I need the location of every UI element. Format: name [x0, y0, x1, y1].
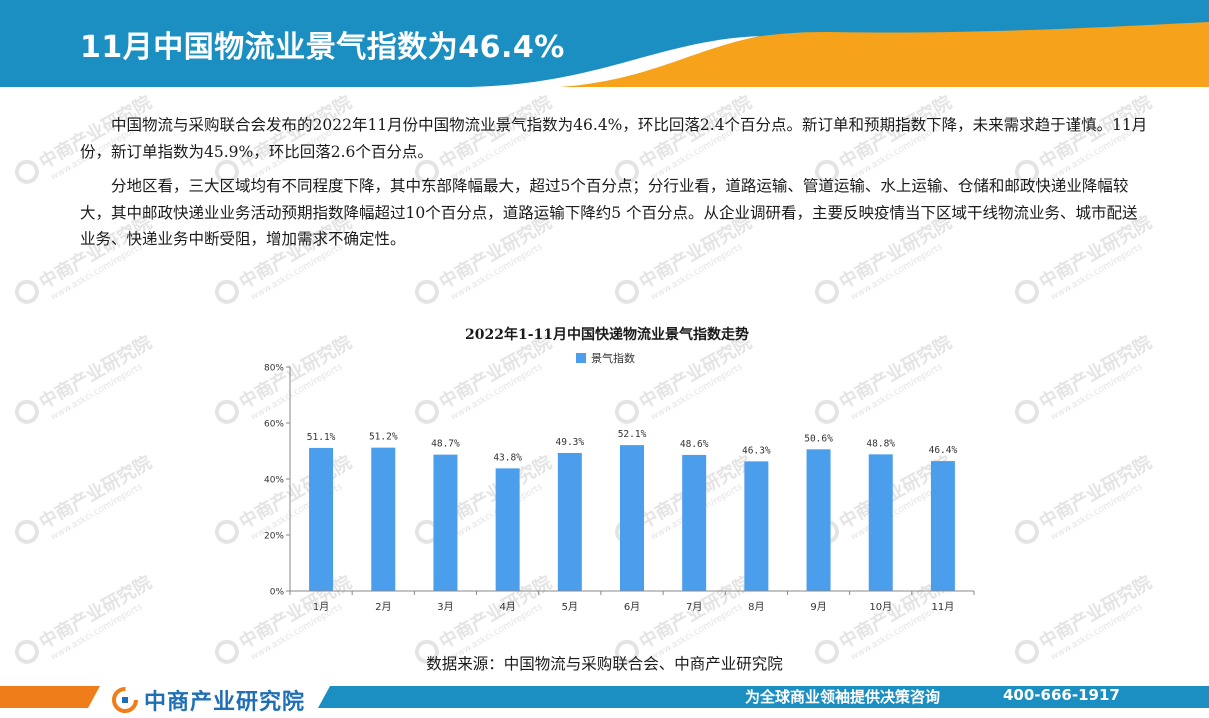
data-label: 46.4% — [929, 445, 958, 456]
bar — [495, 468, 520, 591]
bar — [309, 447, 334, 591]
data-label: 51.1% — [307, 432, 336, 443]
bar — [806, 449, 831, 591]
x-tick-label: 1月 — [313, 601, 329, 613]
legend-swatch — [576, 353, 586, 363]
svg-text:www.askci.com/reports: www.askci.com/reports — [49, 362, 145, 423]
header-banner: 11月中国物流业景气指数为46.4% — [0, 0, 1209, 87]
page-title: 11月中国物流业景气指数为46.4% — [80, 30, 565, 65]
y-tick-label: 40% — [264, 476, 284, 486]
y-tick-label: 20% — [264, 532, 284, 542]
svg-text:www.askci.com/reports: www.askci.com/reports — [1049, 482, 1145, 543]
y-axis: 0% 20% 40% 60% 80% — [264, 364, 291, 598]
x-tick-label: 11月 — [932, 601, 955, 613]
svg-text:中商产业研究院: 中商产业研究院 — [1035, 331, 1155, 413]
data-label: 52.1% — [618, 429, 647, 440]
footer-background — [0, 686, 1209, 708]
y-tick-label: 80% — [264, 364, 284, 374]
header-background — [0, 0, 1209, 87]
data-source: 数据来源：中国物流与采购联合会、中商产业研究院 — [426, 655, 783, 673]
svg-text:中商产业研究院: 中商产业研究院 — [35, 331, 155, 413]
svg-text:中商产业研究院: 中商产业研究院 — [35, 451, 155, 533]
y-tick-label: 0% — [270, 588, 285, 598]
bar — [868, 454, 893, 591]
x-tick-label: 10月 — [869, 601, 892, 613]
x-tick-label: 5月 — [562, 601, 578, 613]
data-label: 46.3% — [742, 445, 771, 456]
bar — [433, 454, 458, 591]
data-label: 49.3% — [556, 437, 585, 448]
bar — [744, 461, 769, 591]
x-tick-label: 9月 — [810, 601, 826, 613]
chart-title: 2022年1-11月中国快递物流业景气指数走势 — [465, 326, 749, 343]
x-tick-label: 6月 — [624, 601, 640, 613]
x-tick-label: 8月 — [748, 601, 764, 613]
svg-text:中商产业研究院: 中商产业研究院 — [1035, 451, 1155, 533]
svg-text:www.askci.com/reports: www.askci.com/reports — [1049, 362, 1145, 423]
bar — [371, 447, 396, 591]
bar — [620, 445, 644, 591]
bar-series: 51.1% 51.2% 48.7% 43.8% 49.3% 52.1% 48.6% 46.3%… — [307, 429, 958, 591]
data-label: 48.7% — [431, 439, 460, 450]
svg-text:www.askci.com/reports: www.askci.com/reports — [49, 482, 145, 543]
data-label: 51.2% — [369, 432, 398, 443]
data-label: 43.8% — [493, 452, 522, 463]
x-tick-label: 4月 — [499, 601, 515, 613]
bar-chart: 2022年1-11月中国快递物流业景气指数走势 景气指数 0% 20% 40% 60%… — [264, 326, 975, 613]
x-tick-label: 3月 — [437, 601, 453, 613]
y-tick-label: 60% — [264, 420, 284, 430]
data-label: 48.8% — [866, 438, 895, 449]
bar — [557, 452, 582, 591]
footer-phone[interactable]: 400-666-1917 — [1003, 686, 1120, 704]
legend-label: 景气指数 — [591, 351, 635, 365]
x-tick-label: 7月 — [686, 601, 702, 613]
x-axis: 1月 2月 3月 4月 5月 6月 7月 8月 9月 10月 11月 — [289, 590, 975, 613]
article-body: 中国物流与采购联合会发布的2022年11月份中国物流业景气指数为46.4%，环比… — [80, 112, 1150, 261]
svg-text:中商产业研究院: 中商产业研究院 — [35, 571, 155, 653]
svg-text:中商产业研究院: 中商产业研究院 — [1035, 571, 1155, 653]
brand-name: 中商产业研究院 — [144, 690, 306, 715]
askci-logo-icon — [112, 687, 138, 713]
footer-bar — [0, 682, 1209, 718]
paragraph-1: 中国物流与采购联合会发布的2022年11月份中国物流业景气指数为46.4%，环比… — [80, 116, 1148, 161]
bar — [682, 454, 707, 591]
data-label: 48.6% — [680, 439, 709, 450]
data-label: 50.6% — [804, 433, 833, 444]
bar — [930, 461, 955, 591]
paragraph-2: 分地区看，三大区域均有不同程度下降，其中东部降幅最大，超过5个百分点；分行业看，… — [80, 177, 1138, 248]
x-tick-label: 2月 — [375, 601, 391, 613]
brand[interactable]: 中商产业研究院 — [112, 684, 305, 716]
footer-slogan: 为全球商业领袖提供决策咨询 — [745, 688, 941, 706]
